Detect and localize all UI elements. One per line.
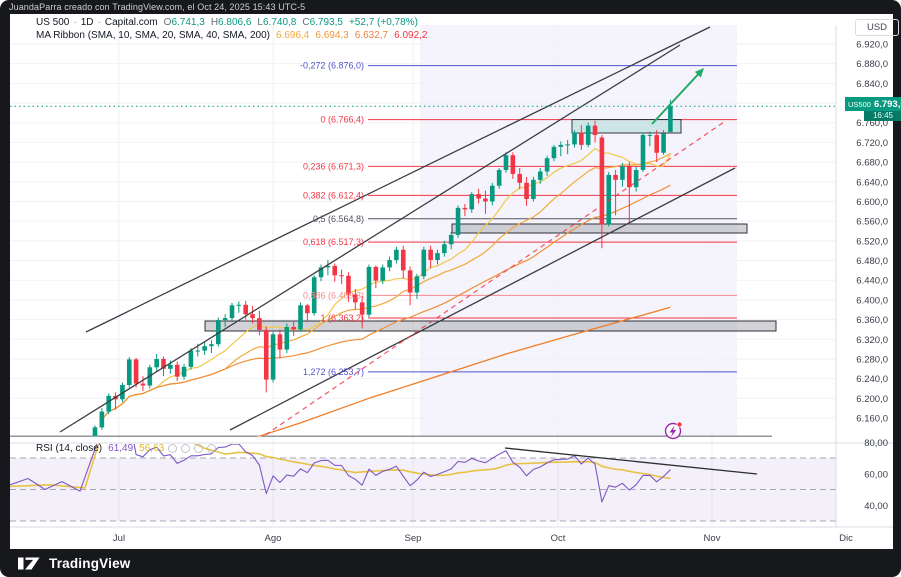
svg-text:40,00: 40,00 bbox=[864, 501, 888, 512]
symbol-title[interactable]: US 500 bbox=[36, 17, 70, 28]
ohlc-letter: O bbox=[163, 17, 172, 28]
rsi-value: 61,49 bbox=[108, 443, 134, 454]
svg-text:80,00: 80,00 bbox=[864, 438, 888, 449]
svg-text:0,5 (6.564,8): 0,5 (6.564,8) bbox=[313, 214, 364, 224]
svg-text:6.280,0: 6.280,0 bbox=[856, 354, 888, 365]
svg-text:6.520,0: 6.520,0 bbox=[856, 236, 888, 247]
ohlc-letter: H bbox=[210, 17, 219, 28]
ohlc-value: 6.806,6 bbox=[218, 17, 252, 28]
ma-ribbon-title[interactable]: MA Ribbon (SMA, 10, SMA, 20, SMA, 40, SM… bbox=[36, 30, 270, 41]
exchange-label: Capital.com bbox=[104, 17, 158, 28]
ohlc-value: 6.740,8 bbox=[262, 17, 297, 28]
svg-text:6.360,0: 6.360,0 bbox=[856, 315, 888, 326]
svg-text:6.640,0: 6.640,0 bbox=[856, 177, 888, 188]
interval-label[interactable]: 1D bbox=[80, 17, 94, 28]
svg-text:6.160,0: 6.160,0 bbox=[856, 413, 888, 424]
rsi-title[interactable]: RSI (14, close) bbox=[36, 443, 103, 454]
svg-text:Oct: Oct bbox=[551, 533, 566, 544]
svg-text:6.680,0: 6.680,0 bbox=[856, 158, 888, 169]
ohlc-letter: C bbox=[302, 17, 310, 28]
ohlc-value: 6.741,3 bbox=[171, 17, 205, 28]
chart-plot[interactable]: 6.160,0 6.200,0 6.240,0 6.280,0 6.320,0 6.360… bbox=[10, 14, 893, 549]
ohlc-letter: L bbox=[257, 17, 263, 28]
attribution-bar: JuandaParra creado con TradingView.com, … bbox=[0, 0, 901, 14]
ma-value: 6.632,7 bbox=[354, 30, 389, 41]
svg-text:6.320,0: 6.320,0 bbox=[856, 335, 888, 346]
svg-text:1 (6.363,2): 1 (6.363,2) bbox=[320, 313, 364, 323]
svg-text:1,272 (6.253,7): 1,272 (6.253,7) bbox=[303, 367, 364, 377]
symbol-legend: US 500 · 1D · Capital.com O6.741,3 H6.806,6 L6.… bbox=[36, 16, 427, 42]
ma-value: 6.092,2 bbox=[394, 30, 428, 41]
ohlc-values: O6.741,3 H6.806,6 L6.740,8 C6.793,5 bbox=[158, 17, 343, 28]
ma-value: 6.696,4 bbox=[275, 30, 310, 41]
last-price-label: US500 6.793,5 16:45 bbox=[845, 97, 901, 121]
svg-text:6.600,0: 6.600,0 bbox=[856, 197, 888, 208]
svg-text:6.480,0: 6.480,0 bbox=[856, 256, 888, 267]
svg-text:-0,272 (6.876,0): -0,272 (6.876,0) bbox=[300, 61, 364, 71]
svg-text:Ago: Ago bbox=[265, 533, 282, 544]
footer-bar: TradingView bbox=[0, 549, 901, 577]
delete-icon[interactable] bbox=[194, 443, 204, 453]
svg-text:6.880,0: 6.880,0 bbox=[856, 59, 888, 70]
svg-text:0,886 (6.409,3): 0,886 (6.409,3) bbox=[303, 290, 364, 300]
svg-text:6.720,0: 6.720,0 bbox=[856, 138, 888, 149]
ohlc-value: 6.793,5 bbox=[309, 17, 343, 28]
ma-value: 6.694,3 bbox=[315, 30, 349, 41]
svg-text:0,236 (6.671,3): 0,236 (6.671,3) bbox=[303, 161, 364, 171]
svg-text:6.200,0: 6.200,0 bbox=[856, 394, 888, 405]
last-price-row: US500 6.793,5 bbox=[845, 97, 901, 111]
svg-text:6.840,0: 6.840,0 bbox=[856, 79, 888, 90]
separator: · bbox=[97, 17, 101, 28]
svg-text:6.440,0: 6.440,0 bbox=[856, 276, 888, 287]
svg-text:Dic: Dic bbox=[839, 533, 853, 544]
svg-text:0,382 (6.612,4): 0,382 (6.612,4) bbox=[303, 190, 364, 200]
visibility-icon[interactable] bbox=[168, 443, 178, 453]
attribution-text: JuandaParra creado con TradingView.com, … bbox=[9, 2, 306, 12]
svg-text:Nov: Nov bbox=[704, 533, 721, 544]
change-value: +52,7 (+0,78%) bbox=[348, 17, 418, 28]
ma-ribbon-row: MA Ribbon (SMA, 10, SMA, 20, SMA, 40, SM… bbox=[36, 29, 427, 42]
svg-text:Jul: Jul bbox=[113, 533, 125, 544]
rsi-ma-value: 56,63 bbox=[139, 443, 165, 454]
svg-text:6.560,0: 6.560,0 bbox=[856, 217, 888, 228]
rsi-legend: RSI (14, close) 61,49 56,63 bbox=[36, 443, 217, 454]
tradingview-wordmark[interactable]: TradingView bbox=[49, 555, 131, 571]
svg-text:6.920,0: 6.920,0 bbox=[856, 40, 888, 51]
svg-text:60,00: 60,00 bbox=[864, 469, 888, 480]
svg-text:0 (6.766,4): 0 (6.766,4) bbox=[320, 115, 364, 125]
svg-text:6.760,0: 6.760,0 bbox=[856, 118, 888, 129]
price-label-value: 6.793,5 bbox=[873, 98, 901, 110]
price-label-symbol: US500 bbox=[848, 99, 871, 109]
more-options-icon[interactable] bbox=[207, 443, 217, 453]
svg-text:6.400,0: 6.400,0 bbox=[856, 295, 888, 306]
svg-text:6.240,0: 6.240,0 bbox=[856, 374, 888, 385]
ma-ribbon-values: 6.696,4 6.694,3 6.632,7 6.092,2 bbox=[270, 30, 428, 41]
chart-canvas[interactable]: 6.160,0 6.200,0 6.240,0 6.280,0 6.320,0 6.360… bbox=[10, 14, 901, 549]
symbol-row: US 500 · 1D · Capital.com O6.741,3 H6.806,6 L6.… bbox=[36, 16, 427, 29]
tradingview-logo-icon[interactable] bbox=[18, 556, 41, 571]
separator: · bbox=[73, 17, 77, 28]
settings-icon[interactable] bbox=[181, 443, 191, 453]
svg-text:0,618 (6.517,3): 0,618 (6.517,3) bbox=[303, 237, 364, 247]
bar-countdown: 16:45 bbox=[864, 111, 901, 121]
currency-label[interactable]: USD bbox=[855, 19, 899, 36]
svg-text:Sep: Sep bbox=[405, 533, 422, 544]
